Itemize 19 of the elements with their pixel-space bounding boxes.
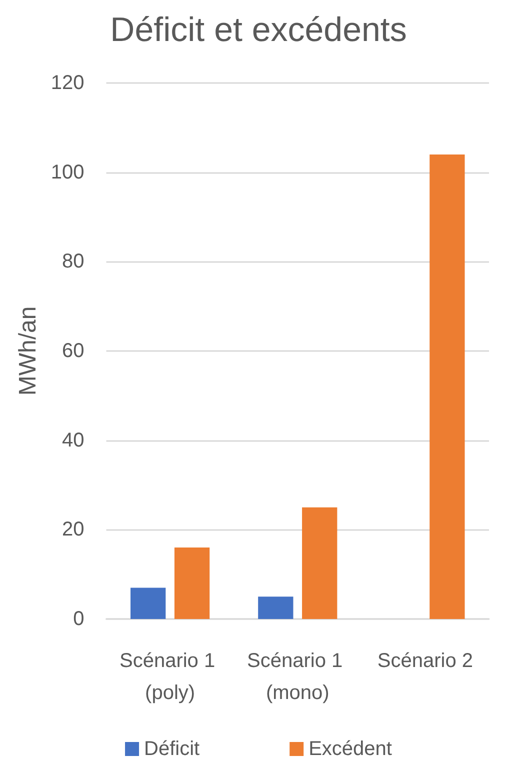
bar — [174, 548, 210, 619]
y-axis-title: MWh/an — [14, 306, 42, 396]
bar — [130, 588, 166, 619]
y-tick-label: 60 — [62, 340, 84, 362]
bar — [258, 596, 294, 619]
y-tick-label: 120 — [50, 72, 84, 94]
bar — [302, 507, 338, 619]
x-tick-label: Scénario 1 (mono) — [247, 650, 348, 704]
y-tick-label: 80 — [62, 250, 84, 273]
legend-label: Déficit — [144, 738, 200, 760]
y-tick-label: 0 — [73, 608, 84, 630]
y-tick-label: 100 — [50, 161, 84, 184]
bar — [430, 154, 465, 619]
y-tick-label: 20 — [62, 518, 84, 541]
x-tick-label: Scénario 1 (poly) — [119, 650, 221, 704]
legend-label: Excédent — [308, 738, 392, 760]
y-tick-label: 40 — [62, 429, 84, 452]
x-tick-label: Scénario 2 — [377, 650, 474, 672]
chart-title: Déficit et excédents — [110, 11, 407, 49]
